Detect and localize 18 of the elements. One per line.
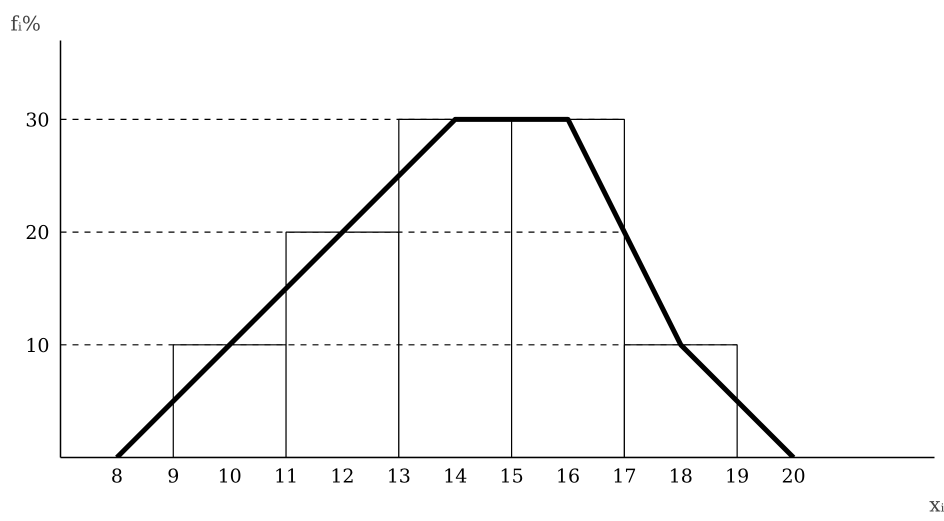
x-tick-label: 11 [274, 466, 298, 488]
y-axis-title: fᵢ% [10, 12, 41, 36]
y-tick-label: 10 [25, 334, 50, 357]
x-tick-label: 18 [668, 466, 693, 488]
x-tick-label: 12 [330, 466, 355, 488]
y-tick-label: 20 [25, 222, 50, 244]
x-tick-label: 13 [386, 466, 411, 488]
x-tick-label: 14 [443, 466, 468, 488]
x-tick-label: 17 [612, 466, 636, 488]
x-axis-title: xᵢ [929, 492, 944, 516]
x-tick-label: 19 [725, 466, 750, 488]
x-tick-label: 8 [110, 466, 123, 488]
x-tick-label: 20 [781, 466, 806, 488]
x-tick-label: 9 [167, 466, 180, 488]
y-tick-label: 30 [25, 109, 50, 132]
x-tick-label: 15 [500, 466, 524, 488]
x-tick-label: 16 [556, 466, 580, 488]
x-tick-label: 10 [218, 466, 242, 488]
